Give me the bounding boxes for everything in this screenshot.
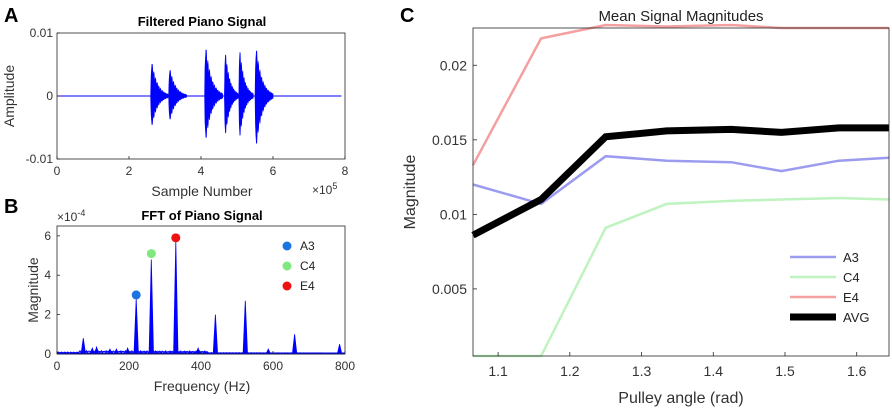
chart-a-ytick-label: 0.01 — [30, 26, 54, 40]
chart-b-xtick-label: 200 — [119, 359, 139, 373]
chart-a-xtick-label: 6 — [270, 164, 277, 178]
chart-c-axes-box — [472, 27, 890, 357]
chart-c-ytick-label: 0.005 — [432, 281, 467, 297]
chart-c-ytick-label: 0.02 — [440, 57, 467, 73]
chart-b-xtick-label: 400 — [191, 359, 211, 373]
chart-c-title: Mean Signal Magnitudes — [598, 8, 763, 25]
chart-c-ticks: 1.1 1.2 1.3 1.4 1.5 1.6 0.005 0.01 0.015 0.02 — [432, 57, 867, 379]
chart-b-ytick-label: 6 — [44, 229, 51, 243]
chart-b-legend-label-e4: E4 — [300, 279, 315, 293]
chart-a-ytick-label: 0 — [46, 89, 53, 103]
chart-b-legend-marker-e4 — [282, 281, 292, 291]
chart-c-xtick-label: 1.3 — [632, 363, 652, 379]
chart-b-peak — [242, 300, 248, 355]
chart-b-peak — [89, 346, 96, 355]
chart-b-peak — [265, 348, 272, 355]
chart-b-peak — [173, 241, 179, 355]
chart-b-xlabel: Frequency (Hz) — [154, 378, 250, 394]
chart-c-ytick-label: 0.01 — [440, 206, 467, 222]
chart-c-xtick-label: 1.4 — [704, 363, 724, 379]
chart-a-xtick-label: 8 — [342, 164, 349, 178]
chart-c-line-avg — [471, 124, 889, 239]
chart-c-legend: A3 C4 E4 AVG — [790, 250, 870, 325]
chart-b-xtick-label: 600 — [263, 359, 283, 373]
chart-c-legend-label-e4: E4 — [843, 290, 859, 305]
chart-b: FFT of Piano Signal 0 200 400 600 800 0 2 4 6 A3… — [25, 208, 355, 394]
chart-a-ylabel: Amplitude — [1, 65, 17, 127]
chart-b-legend-label-c4: C4 — [300, 259, 316, 273]
chart-c-ytick-label: 0.015 — [432, 132, 467, 148]
chart-c-line-e4 — [471, 23, 889, 166]
chart-b-legend: A3 C4 E4 — [282, 239, 316, 293]
chart-b-markers — [131, 233, 181, 300]
chart-a-burst — [204, 49, 223, 138]
chart-c-xtick-label: 1.1 — [488, 363, 508, 379]
chart-b-title: FFT of Piano Signal — [141, 208, 262, 223]
chart-b-ytick-label: 0 — [44, 347, 51, 361]
chart-a-x-exponent: ×105 — [312, 181, 337, 197]
panel-label-c: C — [400, 5, 414, 27]
chart-a-burst — [150, 63, 169, 125]
chart-a-burst — [224, 54, 240, 134]
chart-c-xtick-label: 1.5 — [775, 363, 795, 379]
chart-c-xlabel: Pulley angle (rad) — [618, 390, 743, 407]
chart-b-xtick-label: 800 — [335, 359, 355, 373]
chart-b-peak — [212, 314, 219, 355]
chart-b-ticks: 0 200 400 600 800 0 2 4 6 — [44, 229, 355, 373]
chart-c-line-a3 — [472, 154, 890, 206]
chart-a-xtick-label: 0 — [54, 164, 61, 178]
chart-b-ytick-label: 2 — [44, 308, 51, 322]
chart-b-ylabel: Magnitude — [25, 257, 41, 323]
chart-a-burst — [238, 52, 254, 136]
chart-c-line-c4 — [473, 196, 890, 358]
chart-a-xtick-label: 2 — [126, 164, 133, 178]
chart-a-burst — [254, 50, 274, 144]
chart-c-xtick-label: 1.6 — [847, 363, 867, 379]
chart-a-ytick-label: -0.01 — [26, 152, 54, 166]
chart-b-legend-marker-a3 — [282, 241, 292, 251]
chart-a-title: Filtered Piano Signal — [138, 14, 267, 29]
chart-a-xlabel: Sample Number — [151, 183, 252, 199]
panel-label-b: B — [4, 196, 18, 218]
chart-b-marker-a3 — [131, 290, 141, 300]
chart-b-peak — [148, 259, 154, 355]
chart-b-marker-e4 — [171, 233, 181, 243]
chart-b-marker-c4 — [146, 249, 156, 259]
chart-b-peak — [133, 298, 139, 355]
chart-b-legend-label-a3: A3 — [300, 239, 315, 253]
chart-b-peak — [336, 344, 343, 355]
chart-c-xtick-label: 1.2 — [560, 363, 580, 379]
panel-label-a: A — [4, 5, 18, 27]
chart-a-burst — [168, 70, 187, 120]
chart-a-xtick-label: 4 — [198, 164, 205, 178]
chart-b-peak — [291, 334, 298, 355]
chart-c: Mean Signal Magnitudes 1.1 1.2 1.3 1.4 1.5 1.… — [402, 8, 890, 407]
chart-c-legend-label-a3: A3 — [843, 250, 859, 265]
chart-b-legend-marker-c4 — [282, 261, 292, 271]
chart-a-waveform — [57, 49, 342, 144]
chart-b-y-exponent: ×10-4 — [57, 208, 85, 224]
chart-b-xtick-label: 0 — [54, 359, 61, 373]
chart-c-legend-label-c4: C4 — [843, 270, 860, 285]
chart-c-legend-label-avg: AVG — [843, 310, 870, 325]
chart-b-ytick-label: 4 — [44, 268, 51, 282]
chart-b-peak — [80, 338, 86, 355]
chart-c-series — [471, 23, 890, 358]
chart-c-ylabel: Magnitude — [402, 155, 419, 230]
